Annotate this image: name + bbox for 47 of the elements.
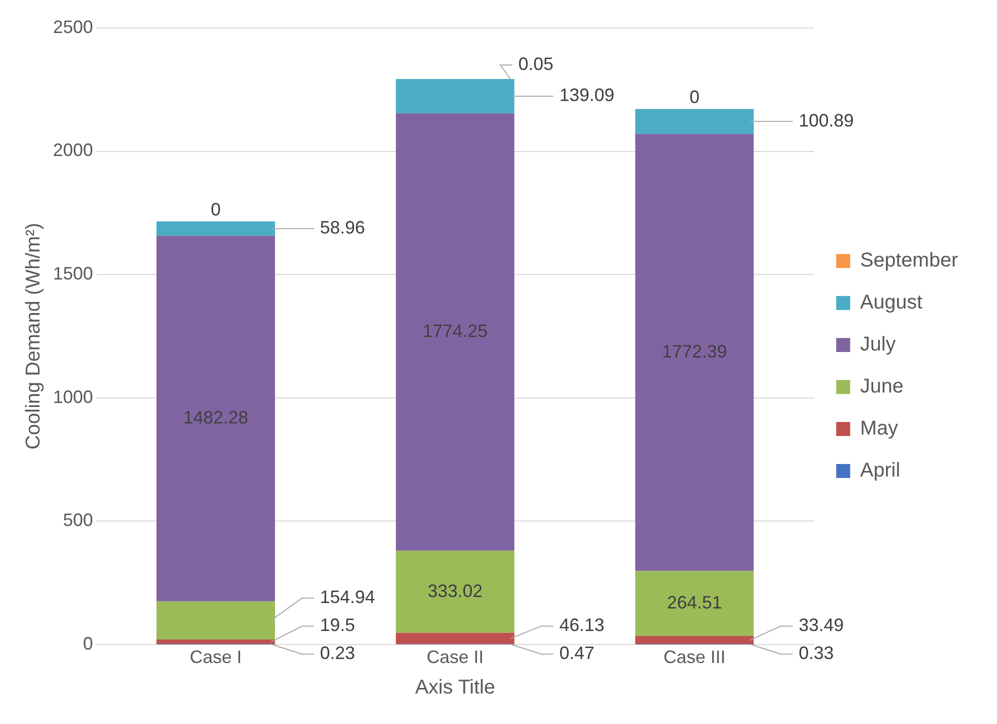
data-label: 0 (210, 199, 221, 220)
y-tick-label: 2500 (52, 16, 94, 37)
legend-label: July (860, 334, 896, 356)
y-tick-label: 0 (83, 633, 94, 654)
bar (156, 640, 275, 644)
legend-label: August (860, 292, 923, 314)
y-tick-label: 1000 (52, 386, 94, 407)
legend-label: May (860, 418, 898, 440)
y-tick-label: 1500 (52, 264, 94, 284)
data-label: 154.94 (320, 587, 376, 608)
bar (396, 79, 514, 114)
data-label: 19.5 (320, 615, 356, 636)
data-label: 0.23 (320, 643, 356, 664)
bar (156, 221, 275, 236)
bar (396, 113, 514, 551)
data-label: 46.13 (559, 615, 604, 636)
y-axis-title: Cooling Demand (Wh/m²) (22, 222, 45, 450)
legend-label: September (860, 250, 958, 272)
x-tick-label: Case III (663, 647, 726, 668)
data-label: 1772.39 (662, 341, 728, 362)
legend-label: June (860, 376, 904, 398)
y-tick-label: 500 (62, 510, 94, 530)
bar (396, 550, 514, 633)
bar (635, 108, 754, 134)
data-label: 333.02 (428, 580, 483, 601)
data-label: 0.05 (518, 54, 554, 74)
bar (396, 632, 514, 644)
y-tick-label: 2000 (52, 140, 94, 160)
x-tick-label: Case I (190, 647, 242, 668)
bar (635, 570, 754, 636)
bar (156, 601, 275, 640)
bar (156, 236, 275, 602)
legend-label: April (860, 460, 900, 482)
data-label: 264.51 (666, 592, 722, 612)
data-label: 1482.28 (183, 408, 248, 428)
data-label: 139.09 (559, 85, 614, 106)
bar (635, 636, 754, 644)
bar (635, 134, 754, 571)
data-label: 100.89 (798, 110, 854, 130)
x-tick-label: Case II (426, 647, 484, 668)
x-axis-title: Axis Title (415, 676, 496, 699)
data-label: 58.96 (320, 218, 366, 238)
data-label: 0.33 (798, 643, 834, 664)
data-label: 33.49 (798, 615, 844, 636)
data-label: 0.47 (559, 643, 594, 664)
data-label: 1774.25 (422, 321, 488, 342)
data-label: 0 (689, 86, 700, 107)
